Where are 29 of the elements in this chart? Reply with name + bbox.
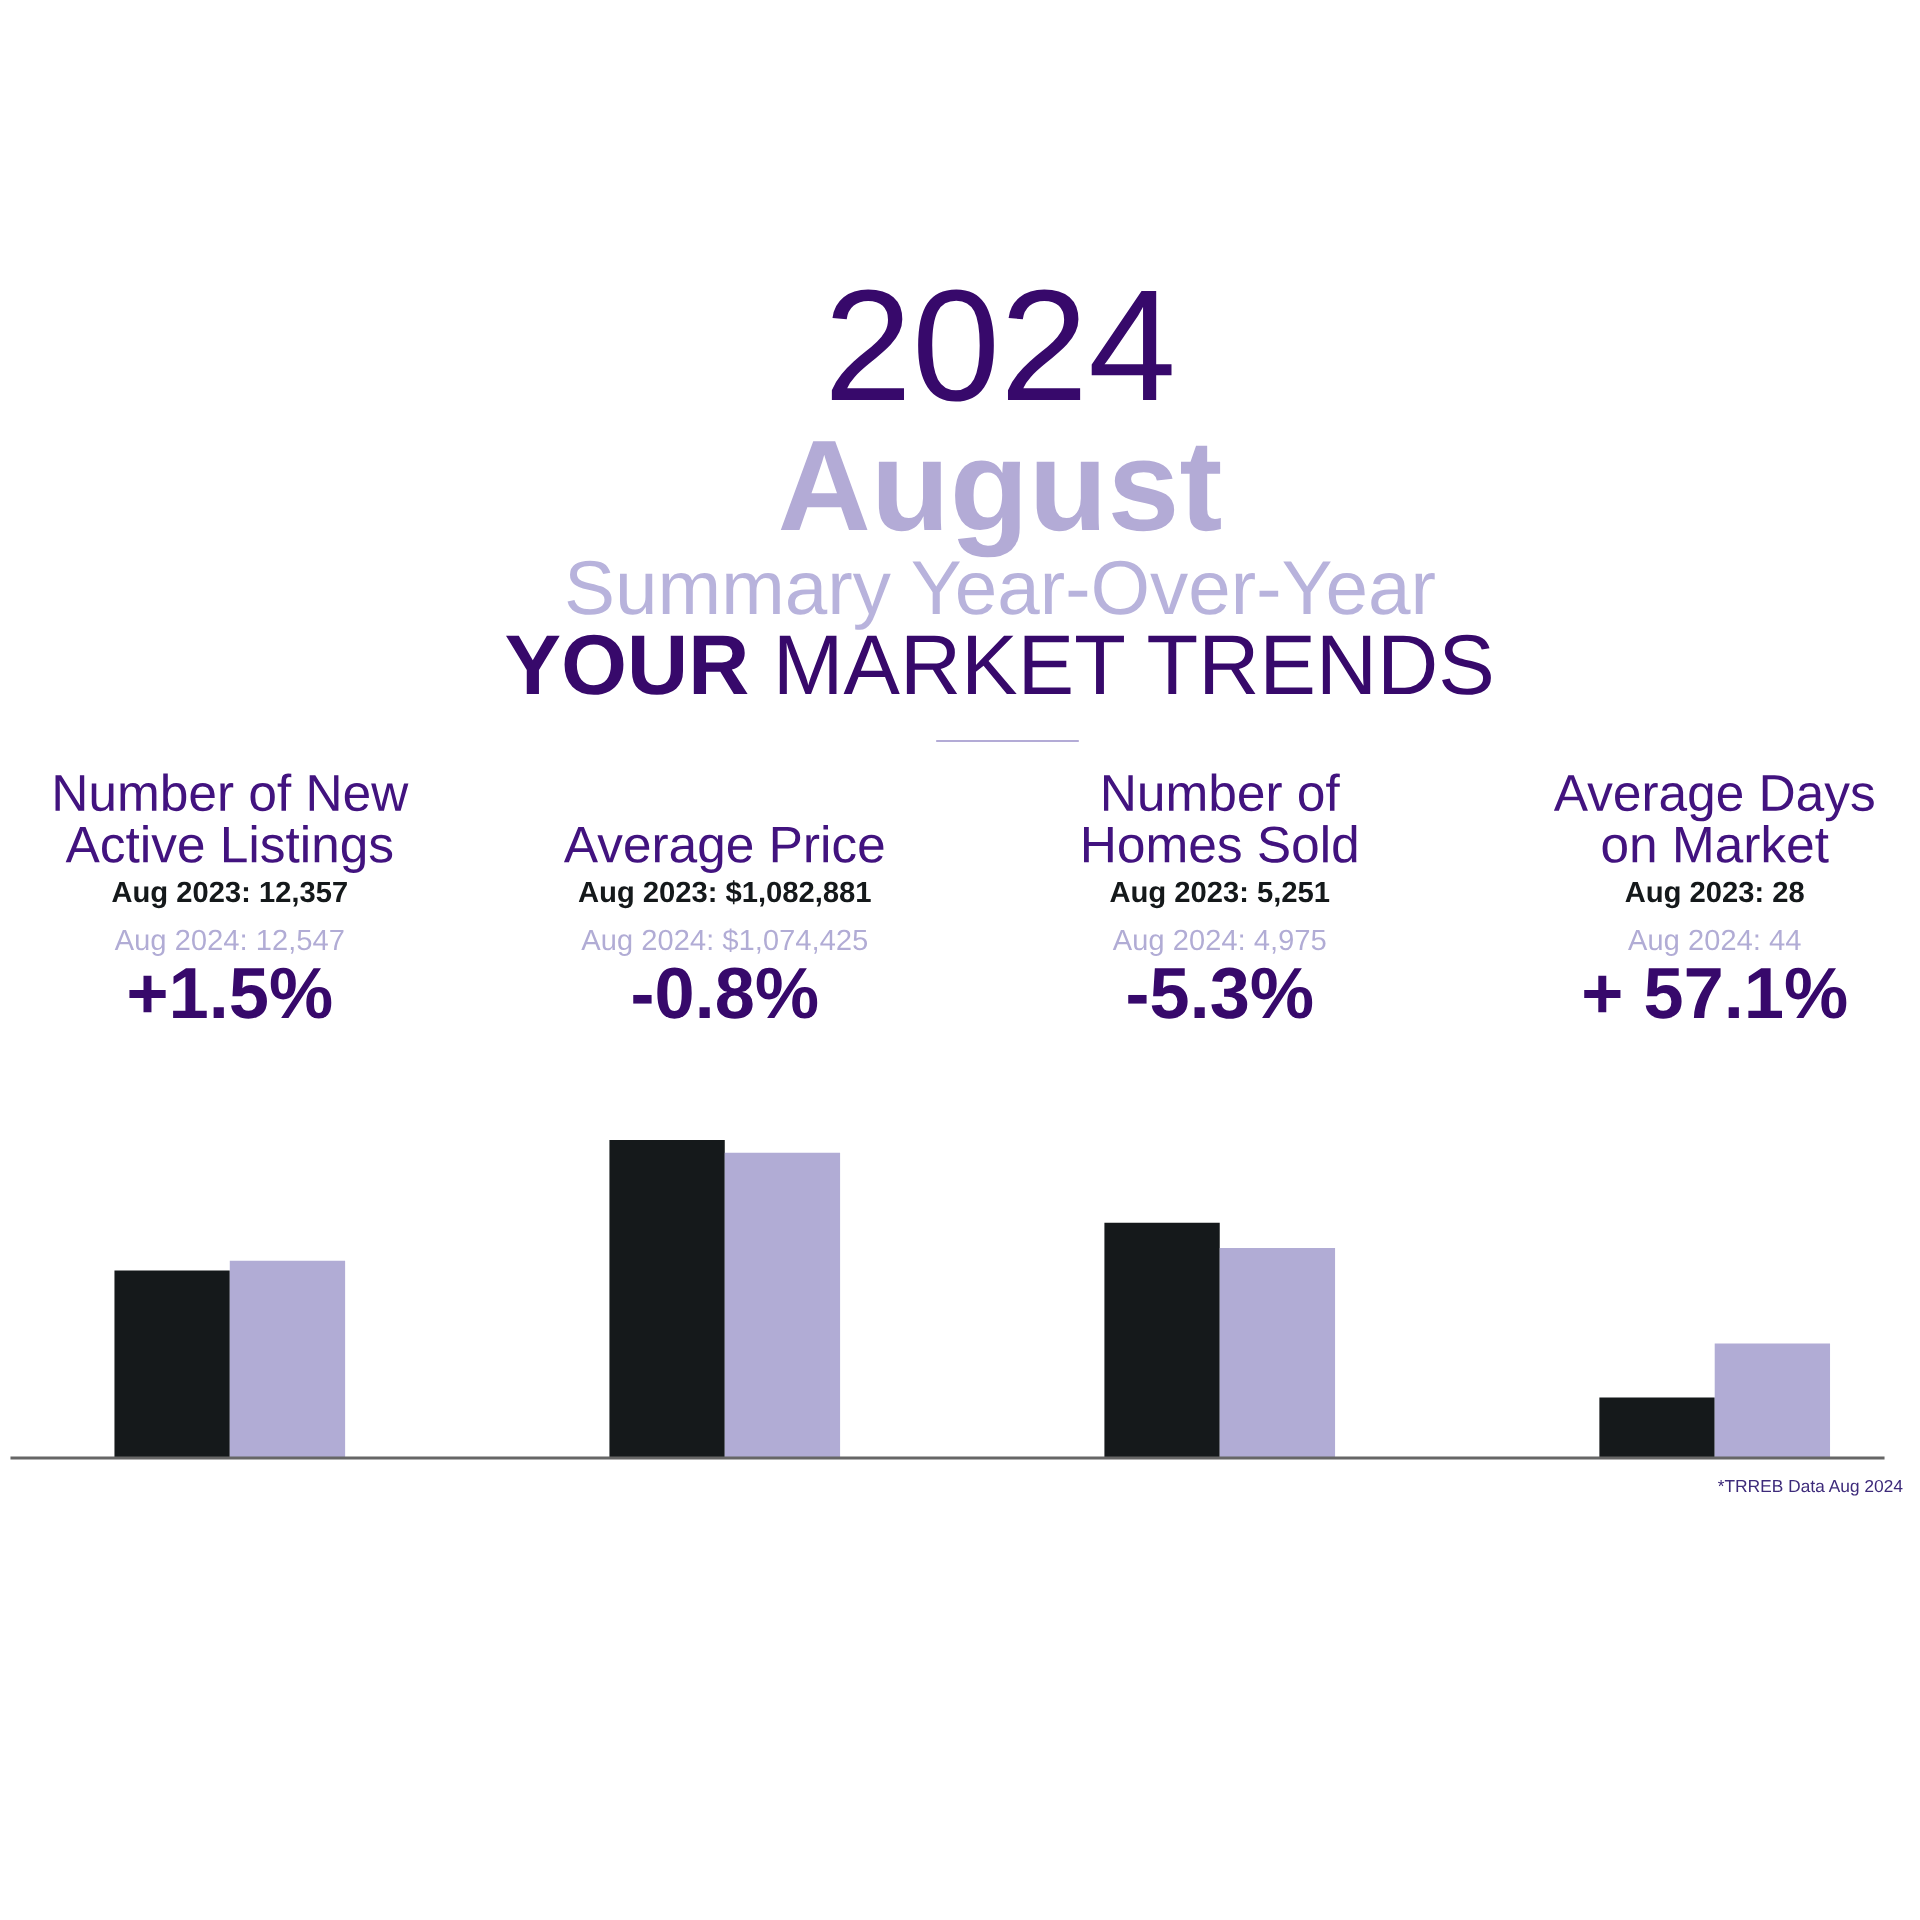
text: +1.5% (129, 967, 332, 1019)
x-tick-label: Number of New Active Listings (55, 773, 409, 873)
text: Aug 2023: 28 (1625, 881, 1804, 909)
bar (609, 1140, 725, 1458)
text: YOUR MARKET TRENDS (506, 634, 1491, 695)
text: -0.8% (633, 967, 818, 1019)
bar (724, 1152, 841, 1458)
bar (1714, 1343, 1831, 1458)
text: 2024 (831, 289, 1172, 402)
text: *TRREB Data Aug 2024 (1717, 1479, 1903, 1496)
text: Aug 2024: 44 (1628, 929, 1801, 957)
bar (1599, 1397, 1715, 1458)
x-tick-label: Number of Homes Sold (1084, 773, 1357, 863)
text: August (780, 441, 1221, 558)
x-tick-label: Average Days on Market (1553, 775, 1874, 863)
bar (1219, 1248, 1336, 1458)
bar (114, 1270, 230, 1458)
bar (1104, 1222, 1220, 1458)
bar (229, 1260, 346, 1458)
text: + 57.1% (1584, 967, 1847, 1019)
text: Aug 2023: 12,357 (112, 881, 347, 909)
text: Aug 2023: 5,251 (1110, 881, 1330, 909)
text: Aug 2023: $1,082,881 (578, 880, 871, 909)
text: Aug 2024: 12,547 (114, 929, 344, 957)
text: Summary Year-Over-Year (567, 560, 1435, 630)
text: Aug 2024: 4,975 (1112, 929, 1326, 957)
text: Aug 2024: $1,074,425 (581, 928, 868, 957)
x-tick-label: Average Price (563, 825, 884, 873)
text: -5.3% (1128, 967, 1313, 1019)
